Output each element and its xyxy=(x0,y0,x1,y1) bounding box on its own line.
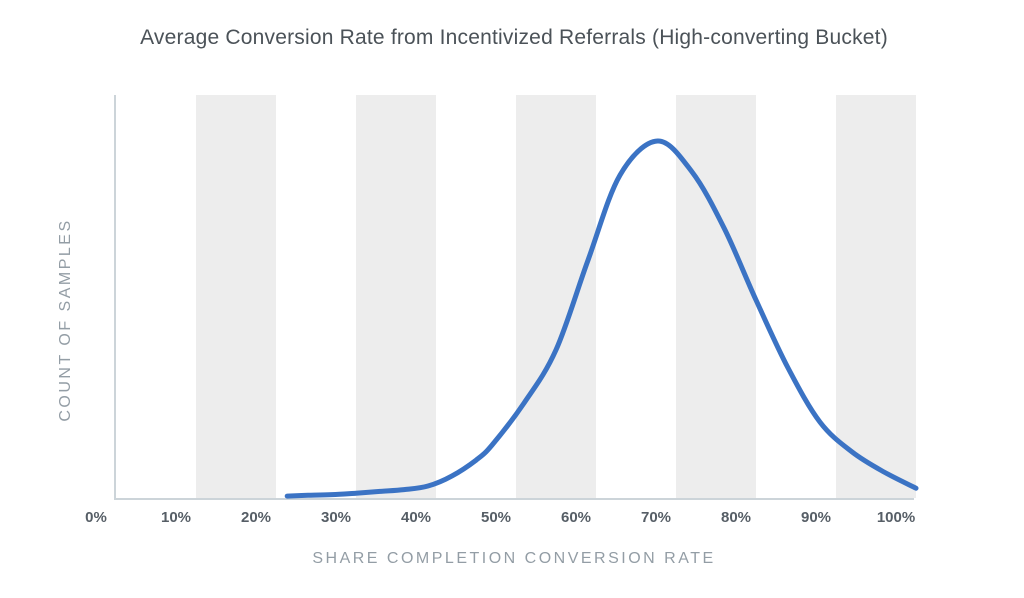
x-tick-label: 40% xyxy=(400,509,432,526)
plot-area xyxy=(114,95,919,500)
x-axis-title: SHARE COMPLETION CONVERSION RATE xyxy=(312,550,716,567)
plot-band xyxy=(676,95,756,498)
x-tick-label: 80% xyxy=(720,509,752,526)
x-tick-label: 10% xyxy=(160,509,192,526)
distribution-curve xyxy=(284,138,919,499)
x-tick-label: 100% xyxy=(876,509,916,526)
chart-title: Average Conversion Rate from Incentivize… xyxy=(140,26,888,49)
x-tick-label: 50% xyxy=(480,509,512,526)
x-axis-ticks: 0% 10% 20% 30% 40% 50% 60% 70% 80% 90% 100% xyxy=(85,509,916,531)
plot-band xyxy=(836,95,916,498)
x-tick-label: 70% xyxy=(640,509,672,526)
x-tick-label: 0% xyxy=(85,509,107,526)
curve-layer xyxy=(284,138,919,499)
plot-band xyxy=(196,95,276,498)
x-tick-label: 20% xyxy=(240,509,272,526)
plot-band xyxy=(356,95,436,498)
y-axis-title: COUNT OF SAMPLES xyxy=(57,218,74,422)
x-tick-label: 60% xyxy=(560,509,592,526)
x-tick-label: 30% xyxy=(320,509,352,526)
plot-band xyxy=(516,95,596,498)
x-tick-label: 90% xyxy=(800,509,832,526)
